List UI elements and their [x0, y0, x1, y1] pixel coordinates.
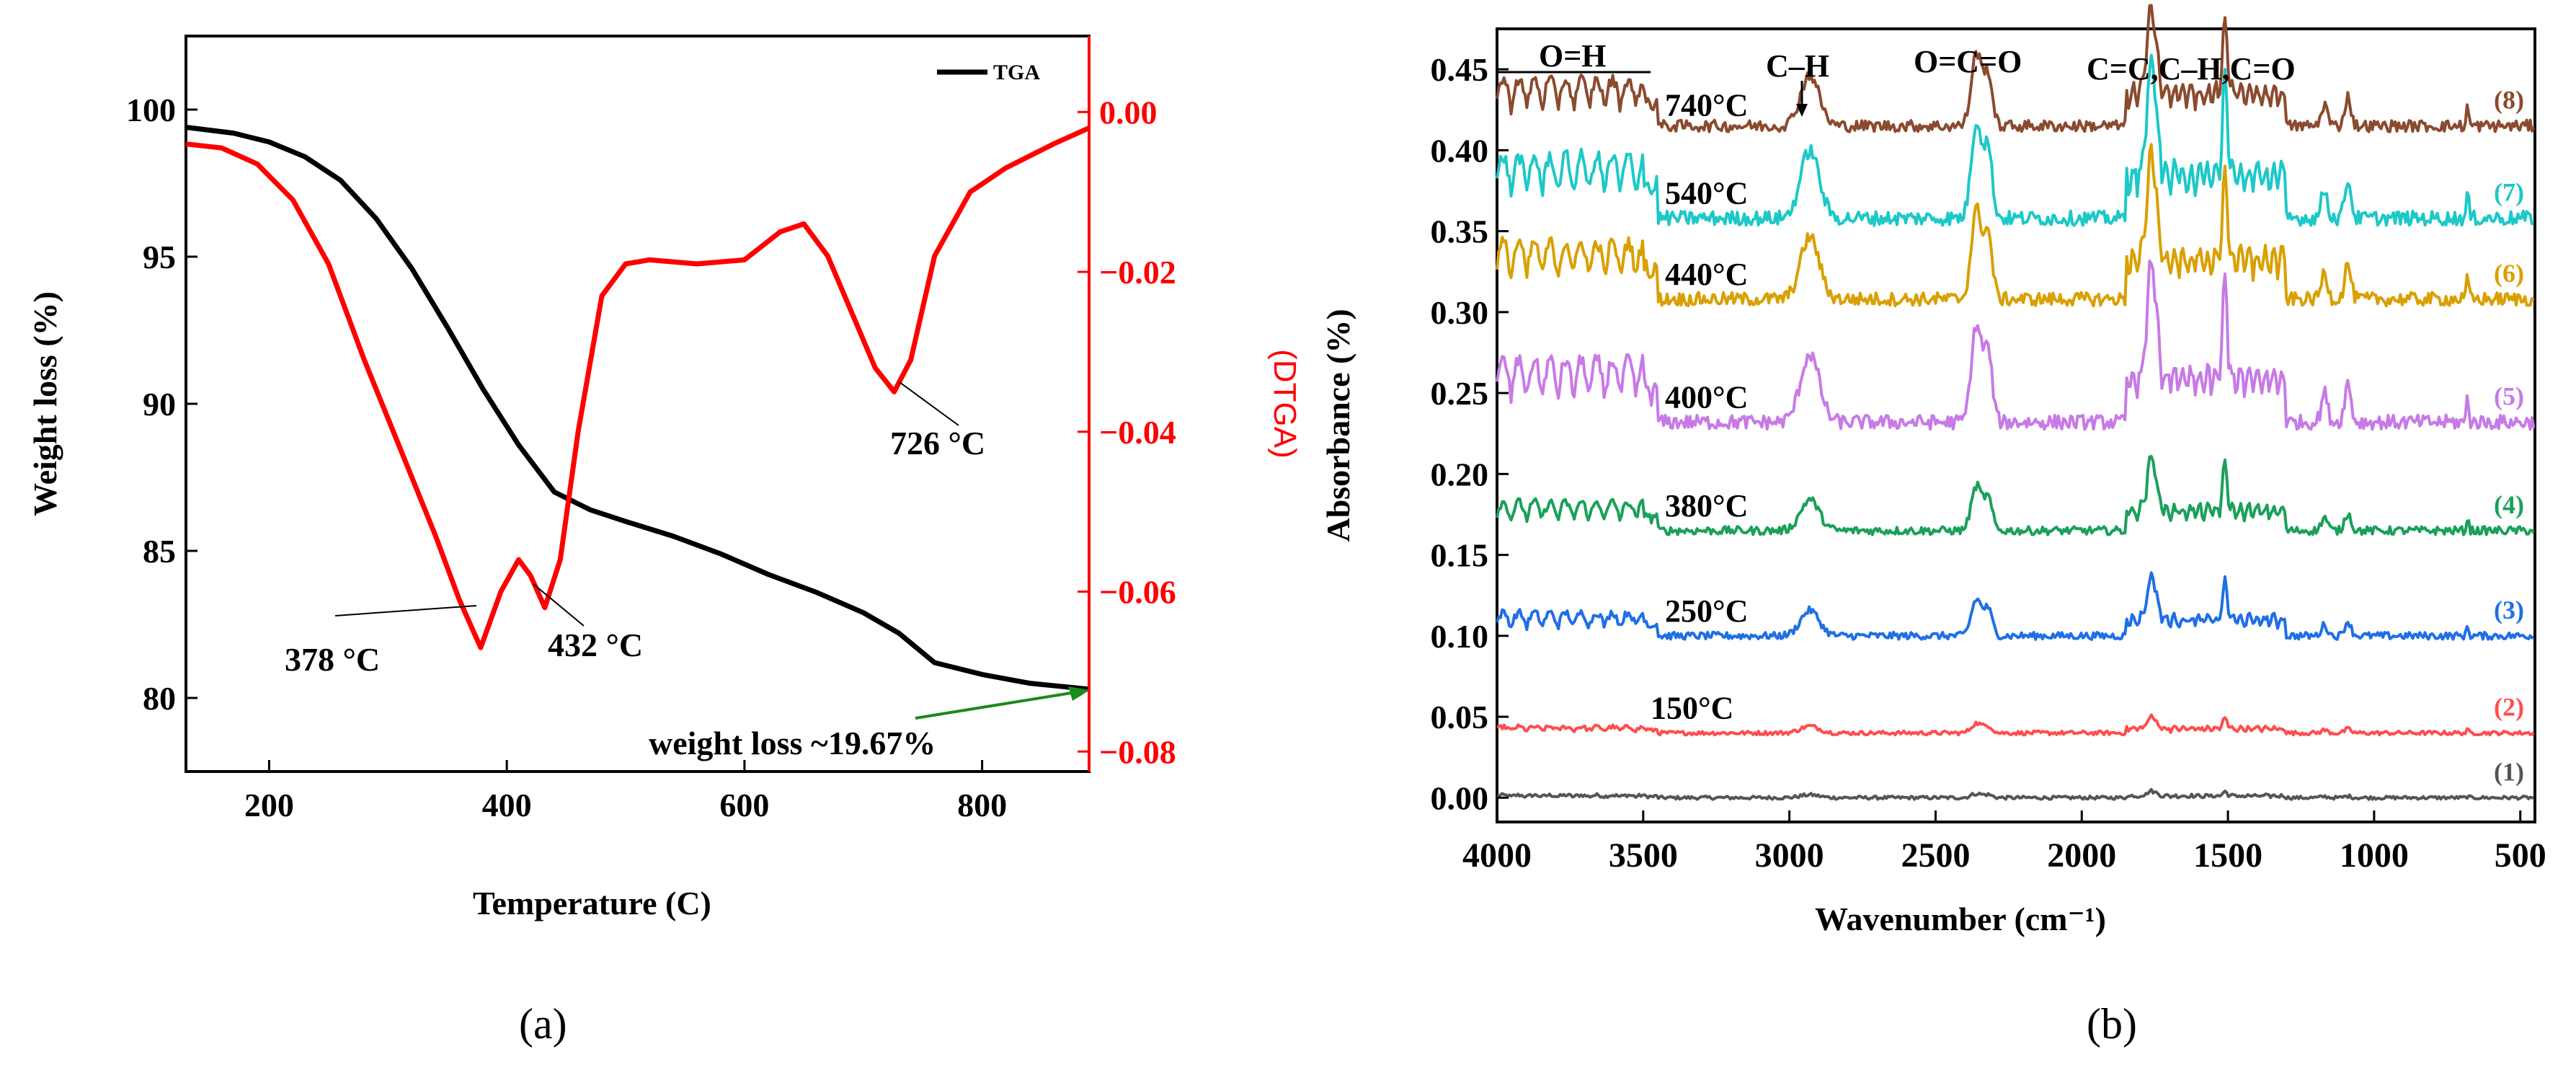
- b-x-tick-label: 3500: [1609, 836, 1678, 875]
- annotation-432-leader: [533, 583, 585, 627]
- spectrum-index-label: (1): [2494, 757, 2524, 786]
- a-x-tick-label: 200: [244, 787, 294, 823]
- b-x-tick-label: 4000: [1462, 836, 1532, 875]
- annotation-378: 378 °C: [285, 641, 380, 678]
- b-x-tick-label: 3000: [1755, 836, 1824, 875]
- b-x-tick-label: 2500: [1901, 836, 1970, 875]
- a-y-tick-label-left: 100: [126, 92, 176, 128]
- annotation-432: 432 °C: [548, 627, 643, 663]
- panel-a-xlabel: Temperature (C): [473, 885, 711, 921]
- a-y-tick-label-right: −0.02: [1099, 254, 1176, 291]
- spectrum-index-label: (5): [2494, 382, 2524, 411]
- b-x-tick-label: 500: [2495, 836, 2546, 875]
- b-y-tick-label: 0.25: [1431, 375, 1489, 412]
- a-y-tick-label-left: 90: [143, 386, 176, 423]
- annotation-726: 726 °C: [890, 425, 985, 461]
- a-x-tick-label: 800: [957, 787, 1007, 823]
- b-x-tick-label: 1000: [2340, 836, 2409, 875]
- panel-b-xlabel: Wavenumber (cm⁻¹): [1815, 901, 2106, 937]
- b-y-tick-label: 0.10: [1431, 618, 1489, 655]
- spectrum-line-5: [1496, 259, 2536, 431]
- spectrum-line-1: [1496, 787, 2534, 801]
- a-y-tick-label-left: 80: [143, 680, 176, 717]
- spectrum-index-label: (8): [2494, 86, 2524, 115]
- panel-b-chart: (1) (2) 150°C (3) 250°C (4) 380°C (5) 400°C (6) 44…: [1320, 4, 2546, 1048]
- spectrum-temp-label: 440°C: [1665, 257, 1748, 292]
- a-x-tick-label: 400: [482, 787, 532, 823]
- weight-loss-arrowhead: [1068, 686, 1090, 701]
- weight-loss-arrow: [915, 689, 1085, 720]
- spectrum-line-8: [1496, 4, 2536, 133]
- b-y-tick-label: 0.30: [1431, 294, 1489, 331]
- spectrum-index-label: (7): [2494, 178, 2524, 207]
- panel-a-chart: 200 400 600 800 80 85 90 95 100 0.00 −0.02 −0.04 −0.…: [27, 35, 1302, 1048]
- spectrum-line-4: [1496, 455, 2535, 536]
- series-dtga-line: [185, 125, 1091, 650]
- a-y-tick-label-left: 95: [143, 239, 176, 275]
- band-label-cc: C=C,C–H,C=O: [2087, 51, 2296, 87]
- b-x-tick-label: 2000: [2047, 836, 2116, 875]
- spectrum-temp-label: 540°C: [1665, 176, 1748, 211]
- spectrum-index-label: (4): [2494, 490, 2524, 519]
- spectrum-line-2: [1496, 713, 2535, 737]
- spectrum-index-label: (2): [2494, 693, 2524, 722]
- a-y-tick-label-left: 85: [143, 533, 176, 570]
- spectrum-line-3: [1496, 571, 2535, 641]
- spectrum-temp-label: 250°C: [1665, 593, 1748, 629]
- spectrum-temp-label: 150°C: [1651, 691, 1733, 726]
- band-label-ch: C–H: [1766, 48, 1829, 84]
- a-y-tick-label-right: −0.06: [1099, 574, 1176, 611]
- panel-b-ylabel: Absorbance (%): [1320, 309, 1356, 542]
- spectrum-line-7: [1496, 53, 2534, 227]
- panel-a-ylabel-right: (DTGA): [1267, 349, 1302, 459]
- panel-b-plot-frame: [1496, 27, 2536, 823]
- a-y-tick-label-right: −0.04: [1099, 414, 1176, 451]
- band-ch-arrowhead: [1796, 104, 1808, 117]
- spectrum-temp-label: 740°C: [1665, 88, 1748, 123]
- band-label-oh: O=H: [1539, 38, 1607, 74]
- band-label-co2: O=C=O: [1914, 44, 2022, 79]
- panel-a-label: (a): [519, 1000, 567, 1048]
- spectrum-line-6: [1496, 143, 2535, 308]
- spectrum-index-label: (6): [2494, 259, 2524, 288]
- annotation-726-leader: [899, 381, 959, 426]
- a-y-tick-label-right: 0.00: [1099, 94, 1158, 131]
- a-x-tick-label: 600: [719, 787, 769, 823]
- panel-a-ylabel-left: Weight loss (%): [27, 291, 63, 516]
- legend-tga-label: TGA: [993, 61, 1040, 84]
- b-y-tick-label: 0.20: [1431, 456, 1489, 492]
- annotation-weight-loss: weight loss ~19.67%: [649, 725, 936, 761]
- a-y-tick-label-right: −0.08: [1099, 733, 1176, 770]
- b-y-tick-label: 0.35: [1431, 213, 1489, 250]
- b-y-tick-label: 0.45: [1431, 51, 1489, 88]
- b-y-tick-label: 0.40: [1431, 132, 1489, 169]
- spectrum-index-label: (3): [2494, 596, 2524, 624]
- b-x-tick-label: 1500: [2193, 836, 2262, 875]
- annotation-378-leader: [334, 605, 477, 616]
- spectrum-temp-label: 380°C: [1665, 488, 1748, 523]
- b-y-tick-label: 0.00: [1431, 779, 1489, 816]
- series-tga-line: [185, 125, 1090, 692]
- b-y-tick-label: 0.15: [1431, 537, 1489, 574]
- spectrum-temp-label: 400°C: [1665, 380, 1748, 415]
- panel-b-label: (b): [2087, 1000, 2137, 1048]
- b-y-tick-label: 0.05: [1431, 699, 1489, 735]
